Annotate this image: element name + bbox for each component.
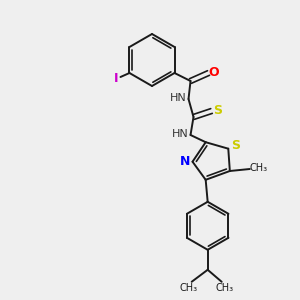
Text: O: O [208,67,219,80]
Text: CH₃: CH₃ [216,283,234,293]
Text: CH₃: CH₃ [250,163,268,173]
Text: S: S [213,103,222,116]
Text: N: N [180,155,191,168]
Text: HN: HN [170,93,187,103]
Text: HN: HN [172,129,189,139]
Text: I: I [114,73,119,85]
Text: S: S [231,139,240,152]
Text: CH₃: CH₃ [180,283,198,293]
